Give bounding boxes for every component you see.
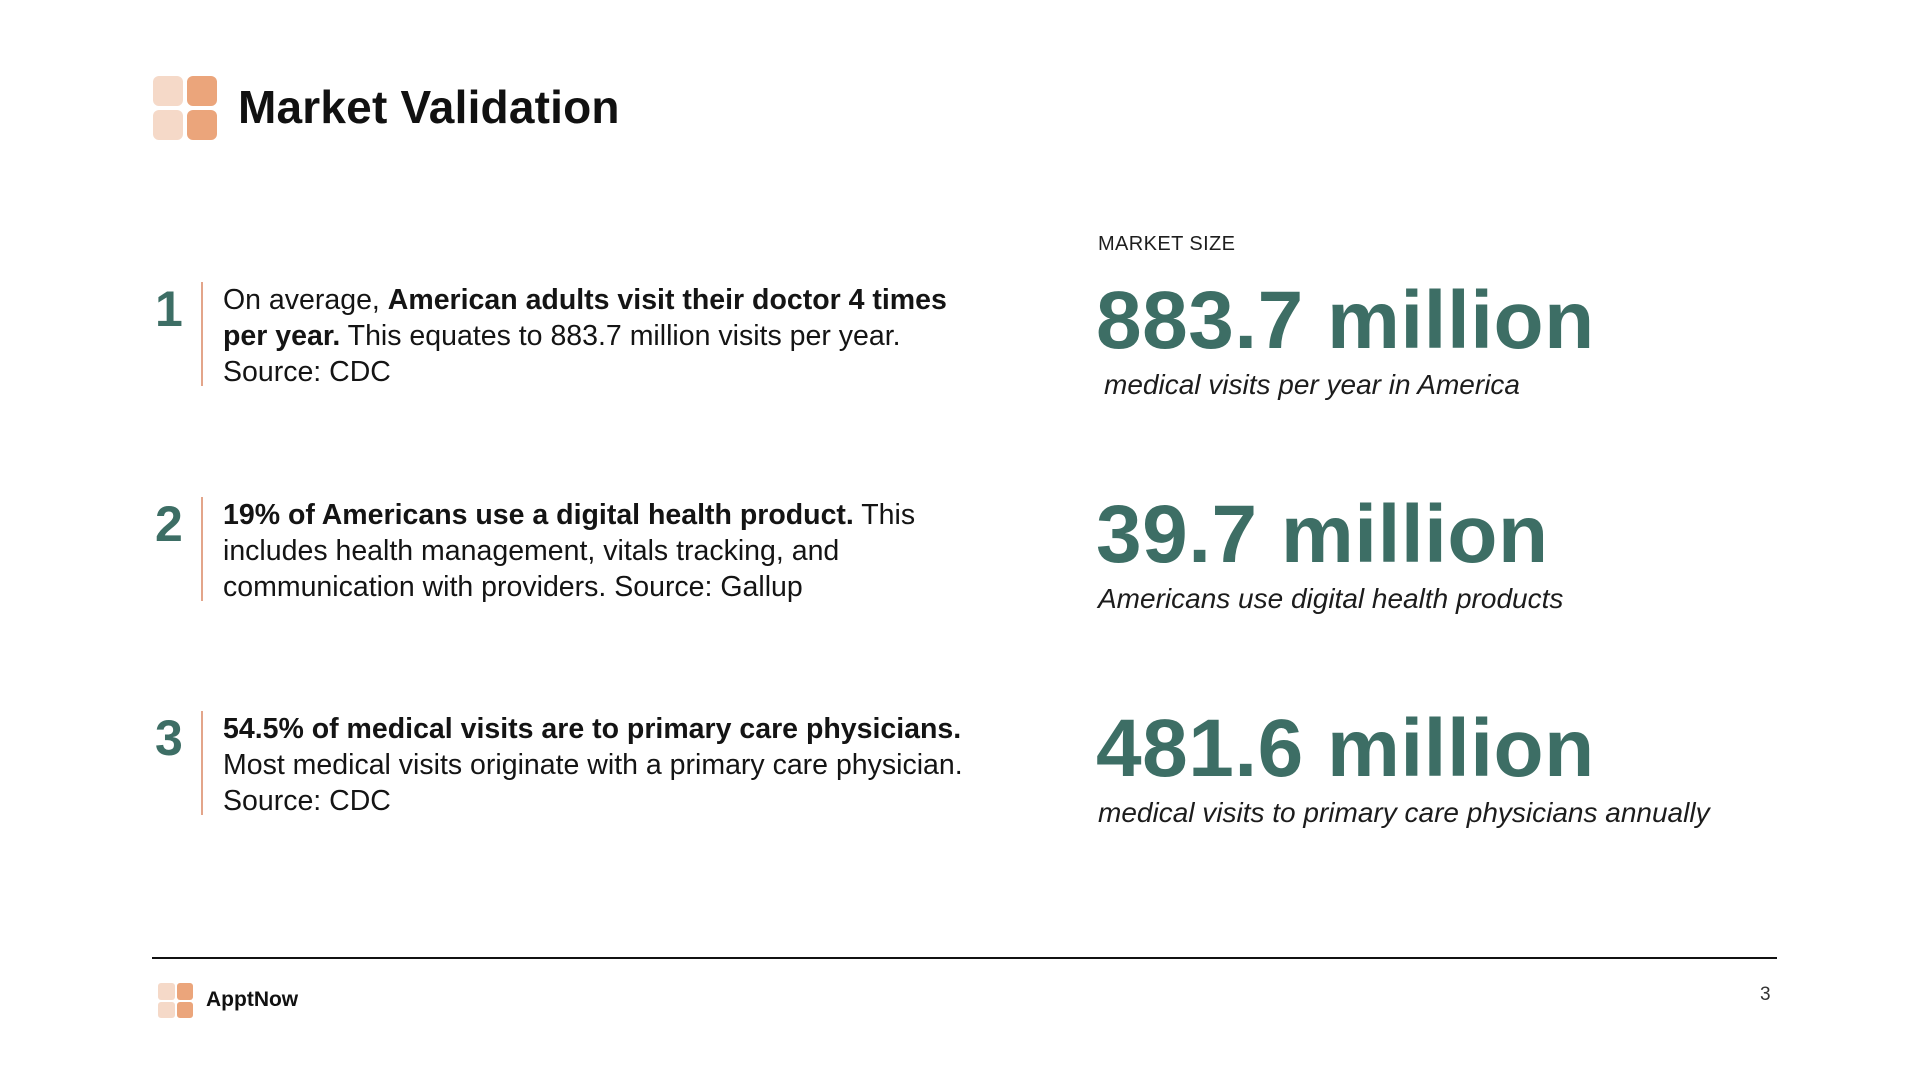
point-number-3: 3: [155, 710, 183, 766]
market-stat-value-1: 883.7 million: [1096, 275, 1595, 366]
point-text-1-bold: American adults visit their doctor 4 tim…: [223, 284, 947, 352]
footer-logo-square-bottom-right: [176, 1001, 193, 1018]
market-stat-caption-2: Americans use digital health products: [1098, 583, 1564, 614]
point-text-1-before: On average,: [223, 284, 388, 316]
market-stat-caption-1: medical visits per year in America: [1104, 369, 1520, 400]
footer-logo-square-top-left: [158, 983, 175, 1000]
footer-brand-logo-icon: [158, 983, 193, 1018]
market-stat-value-2: 39.7 million: [1096, 489, 1549, 580]
point-text-3-bold: 54.5% of medical visits are to primary c…: [223, 713, 962, 745]
brand-logo-icon: [153, 76, 217, 140]
footer-logo-square-bottom-left: [158, 1001, 175, 1018]
logo-square-top-right: [187, 76, 217, 106]
logo-square-top-left: [153, 76, 183, 106]
market-stat-caption-3: medical visits to primary care physician…: [1098, 797, 1710, 828]
point-divider-1: [201, 282, 203, 386]
page-number: 3: [1760, 984, 1771, 1005]
point-text-2: 19% of Americans use a digital health pr…: [223, 497, 983, 605]
point-text-2-bold: 19% of Americans use a digital health pr…: [223, 499, 854, 531]
point-divider-3: [201, 711, 203, 815]
point-text-1: On average, American adults visit their …: [223, 282, 983, 390]
market-point-3: 3 54.5% of medical visits are to primary…: [155, 711, 995, 819]
footer-logo-square-top-right: [176, 983, 193, 1000]
point-number-1: 1: [155, 281, 183, 337]
footer-divider: [152, 957, 1777, 959]
footer-brand-name: ApptNow: [206, 988, 299, 1011]
market-point-2: 2 19% of Americans use a digital health …: [155, 497, 995, 605]
point-number-2: 2: [155, 496, 183, 552]
point-text-1-after: This equates to 883.7 million visits per…: [223, 320, 901, 388]
page-title: Market Validation: [238, 81, 620, 133]
point-text-3-after: Most medical visits originate with a pri…: [223, 749, 963, 817]
market-size-label: MARKET SIZE: [1098, 233, 1236, 255]
market-stat-value-3: 481.6 million: [1096, 703, 1595, 794]
point-text-3: 54.5% of medical visits are to primary c…: [223, 711, 983, 819]
point-text-2-after: This includes health management, vitals …: [223, 499, 916, 603]
logo-square-bottom-right: [187, 110, 217, 140]
market-point-1: 1 On average, American adults visit thei…: [155, 282, 995, 390]
point-divider-2: [201, 497, 203, 601]
logo-square-bottom-left: [153, 110, 183, 140]
